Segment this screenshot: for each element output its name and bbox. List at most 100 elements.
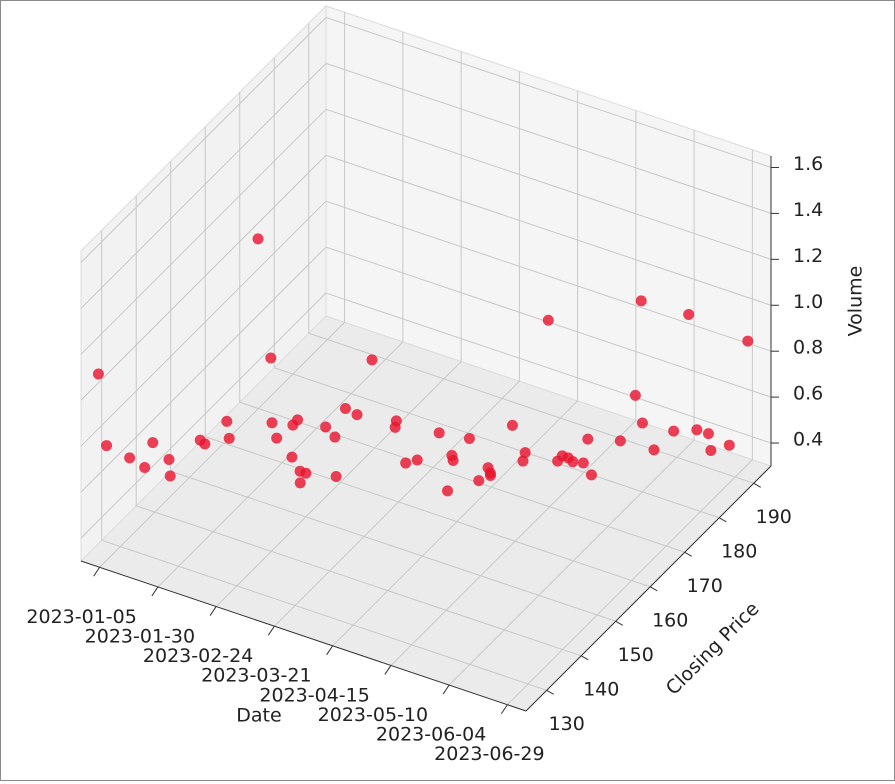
- point: [265, 352, 277, 364]
- y-tick: [684, 551, 692, 557]
- x-tick: [151, 586, 159, 597]
- point: [636, 417, 648, 429]
- grid-line: [332, 400, 578, 647]
- point: [635, 295, 647, 307]
- point: [517, 455, 529, 467]
- grid-line: [101, 539, 547, 691]
- point: [585, 469, 597, 481]
- x-tick-label: 2023-05-10: [318, 704, 428, 726]
- x-tick: [209, 606, 217, 616]
- grid-line: [205, 436, 651, 588]
- point: [139, 461, 151, 473]
- point: [463, 432, 475, 444]
- point: [442, 485, 454, 497]
- point: [294, 477, 306, 489]
- grid-line: [274, 380, 520, 627]
- point: [266, 417, 278, 429]
- point: [648, 444, 660, 456]
- point: [668, 425, 680, 437]
- grid-line: [136, 505, 582, 657]
- point: [577, 457, 589, 469]
- z-tick-label: 0.4: [793, 429, 823, 451]
- grid-line: [80, 246, 327, 493]
- point: [292, 414, 304, 426]
- point: [147, 437, 159, 449]
- grid-line: [239, 401, 685, 553]
- x-tick: [384, 665, 392, 675]
- grid-line: [308, 332, 754, 484]
- grid-line: [80, 108, 327, 355]
- point: [199, 438, 211, 450]
- point: [705, 445, 717, 457]
- point: [286, 451, 298, 463]
- grid-line: [170, 470, 616, 622]
- point: [742, 335, 754, 347]
- grid-line: [325, 292, 772, 444]
- grid-line: [325, 17, 772, 168]
- x-tick-label: 2023-06-29: [434, 743, 544, 765]
- point: [163, 454, 175, 466]
- x-tick-label: 2023-02-24: [143, 645, 253, 667]
- x-tick-label: 2023-01-30: [85, 625, 195, 647]
- point: [506, 419, 518, 431]
- grid-line: [80, 63, 327, 309]
- point: [447, 455, 459, 467]
- point: [101, 440, 113, 452]
- x-tick: [267, 625, 275, 636]
- z-axis-label: Volume: [845, 266, 867, 337]
- grid-line: [215, 361, 462, 607]
- point: [390, 415, 402, 427]
- x-tick-label: 2023-04-15: [259, 684, 369, 706]
- y-tick-label: 140: [583, 678, 619, 700]
- point: [702, 428, 714, 440]
- grid-line: [507, 459, 753, 706]
- grid-line: [448, 439, 695, 686]
- y-tick-label: 160: [652, 609, 688, 631]
- y-tick-label: 190: [756, 506, 792, 528]
- z-tick-label: 0.8: [793, 337, 823, 359]
- x-axis-label: Date: [236, 705, 281, 727]
- y-tick-label: 130: [549, 713, 585, 735]
- point: [683, 308, 695, 320]
- x-tick: [326, 645, 334, 656]
- y-tick-label: 150: [618, 644, 654, 666]
- grid-line: [325, 62, 772, 214]
- point: [723, 439, 735, 451]
- z-tick-label: 1.0: [793, 291, 823, 313]
- point: [223, 432, 235, 444]
- y-tick-label: 170: [687, 575, 723, 597]
- y-tick: [615, 620, 623, 626]
- y-axis: [525, 465, 772, 712]
- point: [252, 233, 264, 245]
- grid-line: [80, 17, 327, 263]
- point: [300, 467, 312, 479]
- z-tick-label: 1.6: [793, 153, 823, 175]
- x-tick: [500, 704, 508, 714]
- point: [330, 471, 342, 483]
- point: [320, 421, 332, 433]
- point: [366, 354, 378, 366]
- y-tick-label: 180: [721, 540, 757, 562]
- z-tick-label: 1.2: [793, 245, 823, 267]
- grid-line: [325, 200, 772, 352]
- grid-line: [390, 420, 637, 666]
- point: [567, 456, 579, 468]
- grid-line: [157, 341, 404, 588]
- y-tick: [546, 689, 554, 695]
- y-tick: [753, 482, 761, 488]
- x-tick-label: 2023-03-21: [201, 665, 311, 687]
- grid-line: [80, 154, 327, 401]
- point: [473, 475, 485, 487]
- point: [271, 432, 283, 444]
- y-tick: [649, 586, 658, 592]
- z-tick-label: 0.6: [793, 383, 823, 405]
- point: [411, 454, 423, 466]
- grid-line: [80, 200, 327, 447]
- point: [542, 314, 554, 326]
- grid-line: [274, 367, 720, 519]
- z-tick-label: 1.4: [793, 199, 823, 221]
- point: [400, 457, 412, 469]
- grid-line: [325, 154, 772, 306]
